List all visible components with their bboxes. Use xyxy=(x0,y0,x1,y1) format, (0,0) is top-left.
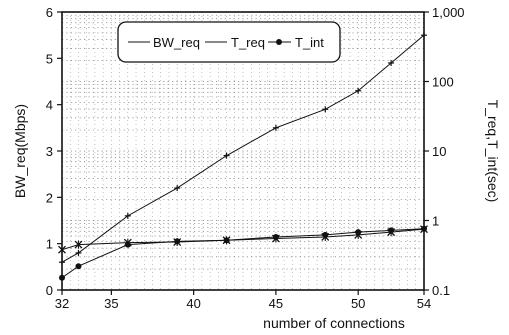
point-bw-req xyxy=(388,59,395,66)
point-bw-req xyxy=(322,106,329,113)
point-bw-req xyxy=(75,249,82,256)
point-t-int xyxy=(59,274,65,281)
y-right-tick-label: 1 xyxy=(432,214,439,229)
y-left-tick-label: 5 xyxy=(46,51,53,66)
point-t-int xyxy=(124,241,131,248)
y-left-tick-label: 4 xyxy=(46,98,53,113)
point-t-int xyxy=(421,225,427,232)
y-right-tick-label: 0.1 xyxy=(432,283,450,298)
series-line-t-req xyxy=(61,228,425,251)
x-tick-label: 54 xyxy=(417,296,431,311)
x-tick-label: 50 xyxy=(351,296,365,311)
point-t-req xyxy=(74,240,83,249)
point-t-int xyxy=(75,263,82,270)
legend-label-bw-req: BW_req xyxy=(153,35,200,50)
x-tick-label: 40 xyxy=(186,296,200,311)
legend-marker-t-int xyxy=(276,39,282,45)
point-bw-req xyxy=(223,152,230,159)
legend: BW_req T_req T_int xyxy=(117,21,341,63)
point-t-int xyxy=(355,229,362,236)
point-t-req xyxy=(58,245,66,254)
series-line-bw-req xyxy=(61,34,425,263)
y-right-tick-label: 10 xyxy=(432,144,446,159)
y-left-tick-label: 3 xyxy=(46,144,53,159)
point-bw-req xyxy=(124,212,131,219)
y-left-tick-label: 1 xyxy=(46,237,53,252)
point-bw-req xyxy=(59,259,65,266)
chart-series xyxy=(58,32,428,281)
legend-label-t-int: T_int xyxy=(295,35,324,50)
legend-box xyxy=(117,21,341,63)
x-tick-label: 45 xyxy=(269,296,283,311)
point-t-int xyxy=(322,231,329,238)
point-t-int xyxy=(272,233,279,240)
y-left-tick-label: 2 xyxy=(46,190,53,205)
point-t-int xyxy=(174,238,181,245)
point-bw-req xyxy=(421,32,427,39)
y-left-tick-label: 6 xyxy=(46,5,53,20)
legend-label-t-req: T_req xyxy=(231,35,265,50)
x-tick-label: 35 xyxy=(104,296,118,311)
x-tick-label: 32 xyxy=(55,296,69,311)
y-axis-left-label: BW_req(Mbps) xyxy=(12,104,28,198)
point-bw-req xyxy=(355,87,362,94)
point-bw-req xyxy=(272,124,279,131)
y-axis-right-label: T_req,T_int(sec) xyxy=(485,100,501,203)
point-t-int xyxy=(388,227,395,234)
x-axis-label: number of connections xyxy=(263,315,405,331)
point-bw-req xyxy=(174,185,181,192)
y-right-tick-label: 100 xyxy=(432,75,454,90)
point-t-int xyxy=(223,237,230,244)
y-left-tick-label: 0 xyxy=(46,283,53,298)
series-line-t-int xyxy=(61,228,425,279)
y-right-tick-label: 1,000 xyxy=(432,5,465,20)
